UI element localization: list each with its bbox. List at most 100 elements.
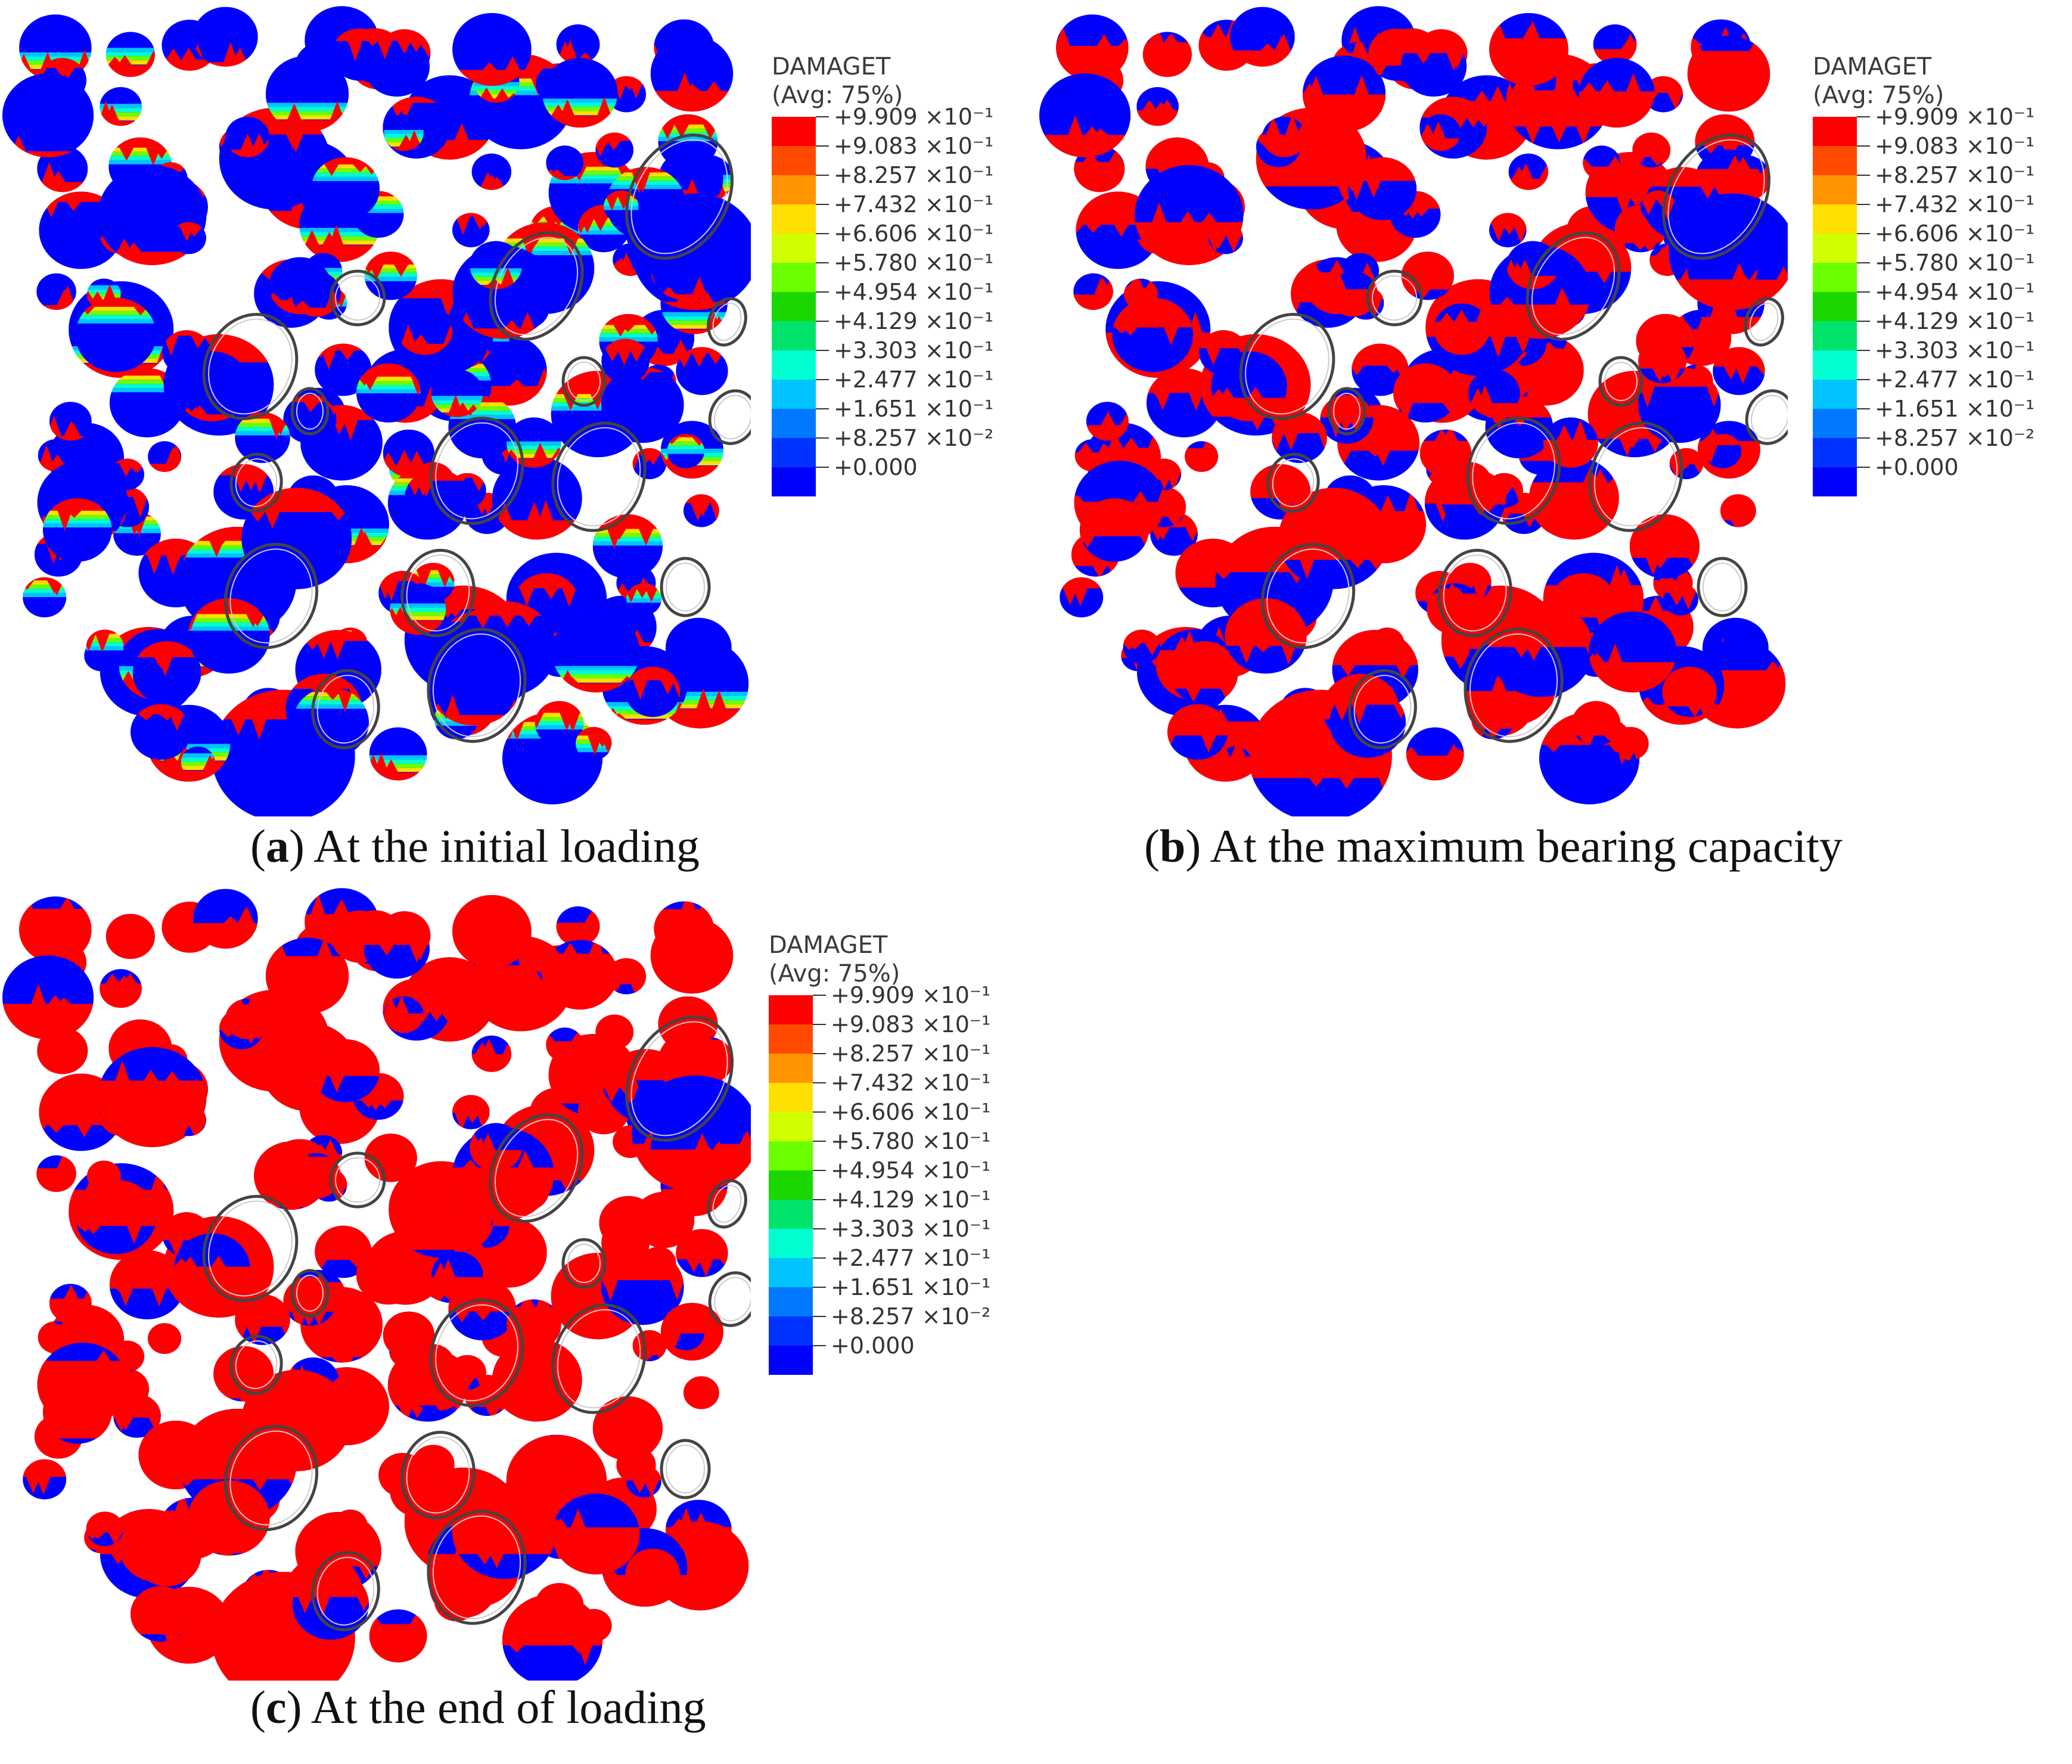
interface-ring: [625, 133, 734, 260]
aggregate-particle: [1406, 727, 1464, 781]
legend-label: +0.000: [834, 454, 918, 480]
legend-tick: [816, 291, 829, 293]
legend-swatch: [772, 175, 816, 204]
legend-tick: [1857, 437, 1870, 439]
aggregate-particle: [613, 243, 648, 276]
legend-tick: [1857, 204, 1870, 205]
legend-swatch: [1813, 467, 1857, 496]
aggregate-particle: [225, 998, 270, 1039]
aggregate-particle: [1583, 145, 1621, 181]
aggregate-particle: [1169, 641, 1238, 704]
aggregate-particle: [650, 235, 721, 300]
legend-title: DAMAGET: [1813, 53, 1932, 80]
legend-tick: [813, 1053, 826, 1054]
legend-label: +6.606 ×10⁻¹: [1875, 220, 2035, 247]
legend-title: DAMAGET: [772, 53, 891, 80]
legend-label: +9.083 ×10⁻¹: [834, 133, 994, 159]
legend-tick: [816, 379, 829, 380]
interface-ring: [1526, 231, 1621, 341]
interface-ring: [707, 1179, 747, 1229]
interface-ring: [1662, 133, 1770, 260]
legend-tick: [1857, 321, 1870, 322]
legend-tick: [813, 1228, 826, 1229]
legend-label: +4.954 ×10⁻¹: [1875, 279, 2035, 305]
legend-label: +8.257 ×10⁻²: [1875, 425, 2035, 451]
legend-swatch: [1813, 292, 1857, 321]
damage-legend: DAMAGET (Avg: 75%) +9.909 ×10⁻¹ +9.083 ×1…: [769, 931, 990, 1375]
interface-ring: [489, 231, 584, 341]
aggregate-particle: [1579, 58, 1655, 128]
legend-label: +4.954 ×10⁻¹: [834, 279, 994, 305]
interface-ring: [223, 1424, 319, 1532]
legend-subtitle: (Avg: 75%): [1813, 82, 1944, 109]
interface-ring: [290, 1269, 330, 1318]
legend-label: +6.606 ×10⁻¹: [831, 1099, 991, 1125]
aggregate-particle: [592, 1396, 663, 1461]
legend-tick: [1857, 262, 1870, 263]
interface-ring: [1588, 421, 1683, 532]
aggregate-particle: [384, 114, 424, 151]
aggregate-particle: [471, 153, 512, 190]
legend-swatch: [769, 1112, 813, 1141]
legend-swatch: [769, 1229, 813, 1258]
aggregate-particle: [1421, 114, 1461, 151]
aggregate-particle: [1641, 190, 1676, 223]
aggregate-particle: [181, 746, 215, 778]
aggregate-particle: [188, 1480, 270, 1556]
legend-swatch: [772, 234, 816, 263]
interface-ring: [400, 548, 476, 638]
panel-initial-loading: DAMAGET (Avg: 75%) +9.909 ×10⁻¹ +9.083 ×1…: [0, 0, 1049, 894]
aggregate-particle: [132, 1523, 201, 1586]
legend-tick: [813, 1345, 826, 1346]
legend-tick: [813, 1141, 826, 1142]
legend-label: +4.129 ×10⁻¹: [831, 1187, 991, 1213]
aggregate-particle: [1039, 73, 1131, 158]
legend-swatch: [772, 438, 816, 467]
aggregate-particle: [452, 1095, 490, 1129]
aggregate-particle: [1400, 36, 1467, 97]
legend-title: DAMAGET: [769, 931, 888, 959]
aggregate-particle: [315, 343, 372, 396]
aggregate-particle: [452, 213, 490, 247]
legend-label: +9.909 ×10⁻¹: [834, 104, 994, 130]
legend-label: +8.257 ×10⁻¹: [1875, 162, 2035, 188]
legend-label: +9.909 ×10⁻¹: [1875, 104, 2035, 130]
legend-label: +5.780 ×10⁻¹: [1875, 250, 2035, 276]
aggregate-particle: [241, 1369, 352, 1471]
legend-tick: [816, 116, 829, 117]
legend-swatch: [772, 350, 816, 380]
aggregate-particle: [181, 1628, 215, 1660]
interface-ring: [708, 389, 751, 445]
legend-tick: [1857, 233, 1870, 234]
interface-ring: [329, 1151, 386, 1209]
legend-swatch: [769, 1346, 813, 1375]
legend-tick: [813, 1082, 826, 1083]
aggregate-particle: [1704, 434, 1742, 468]
legend-swatch: [1813, 350, 1857, 380]
legend-label: +9.083 ×10⁻¹: [831, 1011, 991, 1038]
legend-tick: [1857, 291, 1870, 293]
aggregate-particle: [546, 1027, 584, 1063]
aggregate-particle: [369, 1609, 427, 1663]
legend-swatch: [769, 1083, 813, 1112]
legend-swatch: [772, 117, 816, 146]
legend-colorbar: +9.909 ×10⁻¹ +9.083 ×10⁻¹ +8.257 ×10⁻¹ +7.4…: [1813, 105, 2034, 496]
interface-ring: [202, 312, 299, 421]
legend-tick: [816, 321, 829, 322]
legend-label: +3.303 ×10⁻¹: [1875, 337, 2035, 364]
legend-swatch: [772, 292, 816, 321]
legend-tick: [816, 204, 829, 205]
legend-swatch: [1813, 321, 1857, 350]
aggregate-particle: [452, 13, 532, 86]
legend-swatch: [769, 995, 813, 1024]
aggregate-particle: [595, 1014, 634, 1050]
legend-swatch: [772, 263, 816, 292]
legend-tick: [813, 1170, 826, 1171]
interface-ring: [429, 417, 524, 525]
legend-label: +1.651 ×10⁻¹: [834, 396, 994, 422]
aggregate-particle: [1663, 583, 1698, 616]
aggregate-particle: [601, 1220, 650, 1265]
aggregate-particle: [23, 577, 67, 617]
aggregate-particle: [369, 727, 427, 781]
interface-ring: [551, 1303, 647, 1414]
